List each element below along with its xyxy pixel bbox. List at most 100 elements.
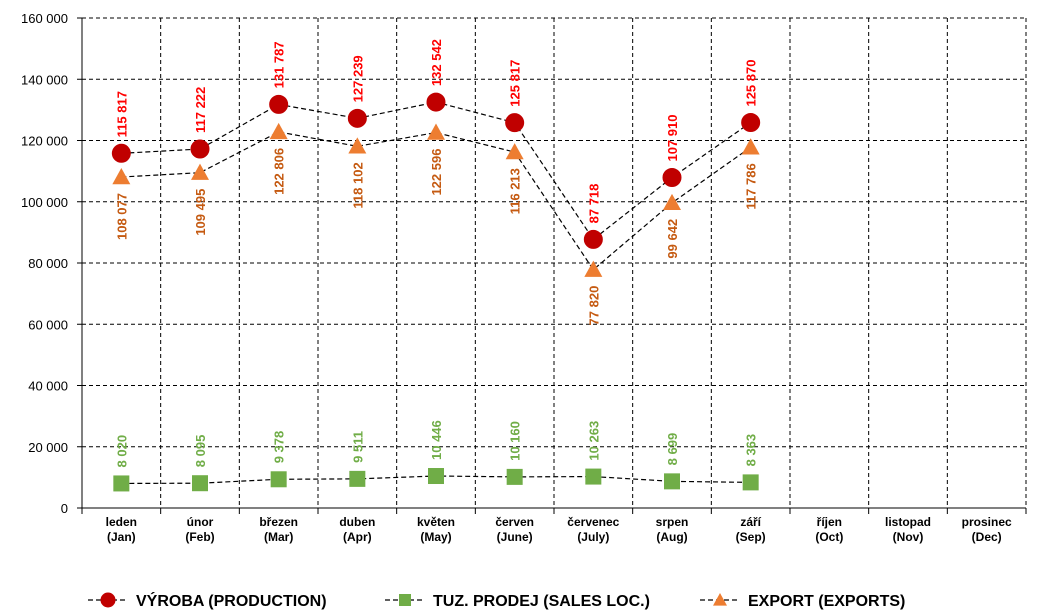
- y-tick-label: 100 000: [21, 195, 68, 210]
- data-label: 117 222: [193, 87, 208, 133]
- data-label: 131 787: [272, 41, 287, 88]
- data-label: 87 718: [586, 184, 601, 224]
- y-tick-label: 140 000: [21, 72, 68, 87]
- data-label: 116 213: [508, 168, 523, 214]
- data-label: 8 020: [114, 435, 129, 468]
- data-label: 118 102: [350, 162, 365, 208]
- data-point-square: [742, 474, 759, 491]
- data-point-square: [506, 468, 523, 485]
- data-point-square: [270, 471, 287, 488]
- data-point-square: [349, 470, 366, 487]
- data-label: 77 820: [586, 286, 601, 326]
- x-tick-label: září: [740, 515, 761, 529]
- data-point-triangle: [427, 123, 445, 140]
- x-tick-label-en: (Apr): [343, 530, 372, 544]
- data-point-square: [428, 468, 444, 485]
- data-point-square: [113, 475, 130, 492]
- y-tick-label: 160 000: [21, 11, 68, 26]
- x-tick-label: březen: [259, 515, 298, 529]
- legend-label: VÝROBA (PRODUCTION): [136, 591, 327, 610]
- x-tick-label: červen: [495, 515, 534, 529]
- y-tick-label: 0: [61, 501, 68, 516]
- data-label: 108 077: [114, 193, 129, 240]
- x-tick-label: srpen: [656, 515, 689, 529]
- legend-label: TUZ. PRODEJ (SALES LOC.): [433, 593, 650, 610]
- x-tick-label-en: (Dec): [972, 530, 1002, 544]
- series-line-2: [121, 131, 752, 271]
- data-point-triangle: [348, 137, 367, 154]
- data-point-square: [192, 475, 208, 492]
- data-point-triangle: [663, 193, 681, 211]
- x-tick-label-en: (Mar): [264, 530, 293, 544]
- data-point-circle: [583, 229, 603, 249]
- data-point-circle: [190, 139, 210, 159]
- x-tick-label-en: (Nov): [893, 530, 924, 544]
- data-label: 127 239: [350, 55, 365, 102]
- x-tick-label-en: (Sep): [736, 530, 766, 544]
- data-label: 117 786: [744, 163, 759, 209]
- tick-labels: 0 20 000 40 000 60 000 80 000 100 000 120 000 1…: [21, 11, 1012, 544]
- data-point-triangle: [584, 260, 603, 277]
- data-label: 10 446: [429, 420, 444, 460]
- y-tick-label: 80 000: [28, 256, 68, 271]
- x-tick-label-en: (Oct): [815, 530, 843, 544]
- x-tick-label-en: (Feb): [185, 530, 214, 544]
- data-point-triangle: [191, 163, 209, 180]
- x-tick-label: květen: [417, 515, 455, 529]
- x-tick-label: duben: [339, 515, 375, 529]
- data-label: 125 870: [744, 60, 759, 107]
- data-point-circle: [111, 143, 131, 163]
- x-tick-label: listopad: [885, 515, 931, 529]
- x-tick-label: prosinec: [962, 515, 1012, 529]
- y-tick-label: 120 000: [21, 134, 68, 149]
- axes: [77, 17, 1027, 514]
- data-point-triangle: [112, 168, 131, 185]
- x-tick-label-en: (Aug): [656, 530, 687, 544]
- x-tick-label: říjen: [817, 515, 842, 529]
- x-tick-label: červenec: [567, 515, 619, 529]
- data-label: 9 511: [350, 431, 365, 463]
- data-label: 8 699: [665, 433, 680, 466]
- legend: VÝROBA (PRODUCTION) TUZ. PRODEJ (SALES LO…: [88, 591, 905, 610]
- data-label: 132 542: [429, 39, 444, 86]
- data-point-circle: [505, 113, 525, 133]
- data-label: 107 910: [665, 115, 680, 162]
- data-point-square: [664, 473, 680, 490]
- data-label: 10 160: [508, 421, 523, 461]
- data-label: 115 817: [114, 91, 129, 137]
- x-tick-label: únor: [187, 515, 214, 529]
- data-point-circle: [347, 108, 367, 128]
- x-tick-label-en: (May): [420, 530, 451, 544]
- data-label: 125 817: [508, 60, 523, 107]
- data-point-circle: [269, 94, 289, 114]
- data-label: 109 495: [193, 189, 208, 236]
- legend-marker-square: [399, 594, 411, 606]
- data-point-square: [585, 468, 602, 485]
- y-tick-label: 20 000: [28, 440, 68, 455]
- y-tick-label: 60 000: [28, 317, 68, 332]
- legend-label: EXPORT (EXPORTS): [748, 593, 905, 610]
- data-point-circle: [662, 168, 682, 188]
- legend-marker-triangle: [713, 593, 727, 606]
- data-label: 8 363: [744, 434, 759, 467]
- data-point-triangle: [505, 143, 524, 160]
- y-tick-label: 40 000: [28, 379, 68, 394]
- data-label: 8 095: [193, 435, 208, 468]
- x-tick-label-en: (Jan): [107, 530, 136, 544]
- data-label: 9 378: [272, 431, 287, 464]
- data-point-circle: [426, 92, 446, 112]
- grid-lines: [82, 17, 1027, 508]
- x-tick-label-en: (June): [497, 530, 533, 544]
- x-tick-label: leden: [106, 515, 137, 529]
- data-label: 122 806: [272, 148, 287, 195]
- data-point-circle: [741, 113, 761, 133]
- data-point-triangle: [741, 138, 760, 155]
- data-labels: 115 817 117 222 131 787 127 239 132 542 125 8…: [114, 39, 758, 467]
- series-markers: [111, 92, 761, 492]
- data-label: 122 596: [429, 149, 444, 196]
- data-label: 10 263: [586, 421, 601, 461]
- data-label: 99 642: [665, 219, 680, 259]
- legend-marker-circle: [100, 592, 116, 608]
